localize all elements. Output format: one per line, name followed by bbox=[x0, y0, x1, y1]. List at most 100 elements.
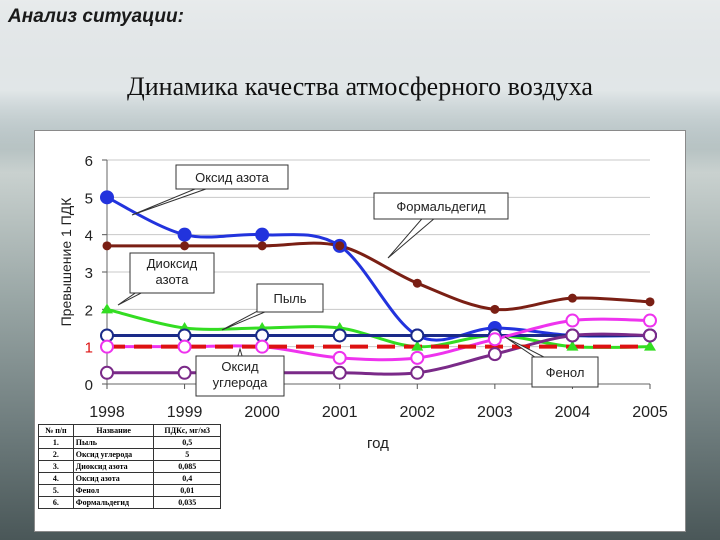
table-cell: 6. bbox=[38, 496, 74, 509]
data-point bbox=[643, 313, 657, 328]
callout-box bbox=[195, 355, 285, 397]
callout-label: Диоксид bbox=[147, 256, 198, 271]
series-markers-phenol bbox=[100, 313, 657, 365]
data-point bbox=[644, 340, 656, 351]
callout-box bbox=[129, 252, 215, 294]
table-header-row: № п/п Название ПДКс, мг/м3 bbox=[38, 424, 221, 437]
callout-label: азота bbox=[156, 272, 190, 287]
data-point bbox=[410, 328, 425, 343]
y-tick-label: 3 bbox=[85, 265, 93, 282]
data-point bbox=[565, 328, 580, 343]
y-tick-label: 4 bbox=[85, 228, 93, 245]
data-point bbox=[411, 340, 424, 351]
table-cell: Оксид углерода bbox=[72, 448, 155, 461]
table-cell: Пыль bbox=[72, 436, 155, 449]
table-row: 2. Оксид углерода 5 bbox=[38, 448, 221, 461]
table-cell: 0,035 bbox=[153, 496, 221, 509]
x-axis-title: год bbox=[367, 435, 389, 452]
table-cell: 0,01 bbox=[153, 484, 221, 497]
table-cell: 1. bbox=[38, 436, 74, 449]
table-row: 1. Пыль 0,5 bbox=[38, 436, 221, 449]
data-point bbox=[177, 365, 192, 380]
data-point bbox=[487, 332, 502, 347]
data-point bbox=[101, 303, 113, 314]
x-tick-label: 1998 bbox=[89, 404, 125, 421]
data-point bbox=[335, 241, 345, 251]
series-markers-carbon_monoxide bbox=[100, 328, 657, 380]
callout-dust: Пыль bbox=[221, 283, 324, 331]
data-point bbox=[567, 293, 577, 303]
data-point bbox=[332, 350, 347, 365]
table-header-cell: Название bbox=[72, 424, 155, 437]
table-header-cell: ПДКс, мг/м3 bbox=[153, 424, 221, 437]
data-point bbox=[255, 339, 270, 354]
callout-nitrogen_oxide: Оксид азота bbox=[131, 164, 289, 216]
data-point bbox=[566, 340, 579, 351]
x-tick-label: 2000 bbox=[244, 404, 280, 421]
callout-box bbox=[175, 164, 289, 190]
slide-title: Динамика качества атмосферного воздуха bbox=[127, 72, 593, 101]
callout-label: Оксид bbox=[221, 359, 259, 374]
y-tick-label: 6 bbox=[85, 153, 93, 170]
y-tick-label: 2 bbox=[85, 302, 93, 319]
data-point bbox=[180, 241, 190, 251]
data-point bbox=[487, 347, 502, 362]
table-header-cell: № п/п bbox=[38, 424, 74, 437]
x-tick-label: 2001 bbox=[322, 404, 358, 421]
table-cell: 0,085 bbox=[153, 460, 221, 473]
x-tick-label: 2005 bbox=[632, 404, 668, 421]
callout-label: Пыль bbox=[273, 291, 306, 306]
y-tick-label: 0 bbox=[85, 377, 93, 394]
data-point bbox=[412, 278, 422, 288]
table-cell: 2. bbox=[38, 448, 74, 461]
data-point bbox=[102, 241, 112, 251]
x-tick-label: 2004 bbox=[555, 404, 591, 421]
table-cell: 0,5 bbox=[153, 436, 221, 449]
callout-box bbox=[531, 356, 599, 388]
callout-formaldehyde: Формальдегид bbox=[373, 192, 509, 259]
table-cell: 3. bbox=[38, 460, 74, 473]
x-tick-label: 1999 bbox=[167, 404, 203, 421]
table-cell: Диоксид азота bbox=[72, 460, 155, 473]
data-point bbox=[410, 365, 425, 380]
data-point bbox=[332, 328, 347, 343]
table-row: 4. Оксид азота 0,4 bbox=[38, 472, 221, 485]
series-markers-formaldehyde bbox=[102, 241, 655, 314]
data-point bbox=[565, 313, 580, 328]
table-cell: 0,4 bbox=[153, 472, 221, 485]
callout-label: углерода bbox=[213, 375, 269, 390]
callout-box bbox=[373, 192, 509, 220]
data-point bbox=[177, 339, 192, 354]
table-row: 6. Формальдегид 0,035 bbox=[38, 496, 221, 509]
series-line-carbon_monoxide bbox=[107, 332, 651, 376]
table-cell: Фенол bbox=[72, 484, 155, 497]
table-cell: 5. bbox=[38, 484, 74, 497]
series-line-formaldehyde bbox=[107, 241, 651, 312]
table-row: 3. Диоксид азота 0,085 bbox=[38, 460, 221, 473]
pdk-reference-table: № п/п Название ПДКс, мг/м3 1. Пыль 0,5 2… bbox=[38, 424, 221, 509]
data-point bbox=[100, 190, 114, 205]
table-cell: Формальдегид bbox=[72, 496, 155, 509]
data-point bbox=[490, 304, 500, 314]
table-row: 5. Фенол 0,01 bbox=[38, 484, 221, 497]
data-point bbox=[643, 328, 657, 343]
data-point bbox=[645, 297, 655, 307]
y-axis-title: Превышение 1 ПДК bbox=[58, 197, 74, 327]
callout-label: Фенол bbox=[546, 365, 585, 380]
data-point bbox=[257, 241, 267, 251]
table-cell: 4. bbox=[38, 472, 74, 485]
y-tick-label: 1 bbox=[85, 340, 93, 357]
data-point bbox=[100, 339, 114, 354]
header-background bbox=[0, 0, 720, 150]
data-point bbox=[332, 365, 347, 380]
data-point bbox=[410, 350, 425, 365]
series-line-nitrogen_dioxide bbox=[106, 307, 651, 349]
x-tick-label: 2003 bbox=[477, 404, 513, 421]
data-point bbox=[255, 227, 270, 242]
callout-box bbox=[256, 283, 324, 313]
section-heading: Анализ ситуации: bbox=[8, 6, 184, 27]
table-cell: 5 bbox=[153, 448, 221, 461]
